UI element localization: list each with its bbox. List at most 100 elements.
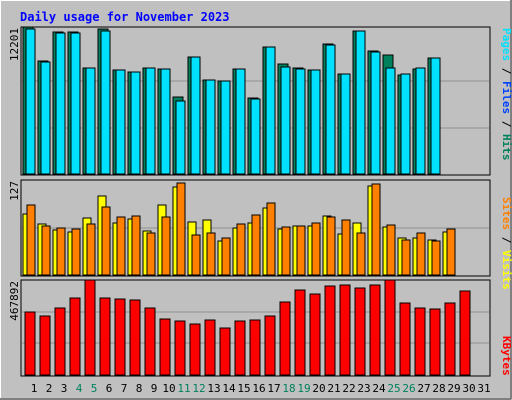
day-label-14: 14 — [222, 382, 236, 395]
legend-visits: Visits — [500, 250, 512, 290]
bottom-panel-frame — [20, 279, 491, 377]
bar-kbytes-day-11 — [174, 320, 186, 376]
bar-kbytes-day-23 — [354, 287, 366, 376]
day-label-20: 20 — [312, 382, 325, 395]
chart-title: Daily usage for November 2023 — [20, 10, 230, 24]
bar-pages-day-4 — [70, 32, 81, 175]
legend-pages: Pages — [500, 28, 512, 61]
legend-separator: / — [500, 61, 512, 81]
bar-pages-day-13 — [205, 79, 216, 175]
bar-marks — [22, 26, 471, 376]
bar-kbytes-day-21 — [324, 285, 336, 376]
day-label-4: 4 — [76, 382, 83, 395]
bar-kbytes-day-24 — [369, 284, 381, 376]
day-label-21: 21 — [327, 382, 340, 395]
bar-kbytes-day-18 — [279, 301, 291, 376]
day-label-8: 8 — [136, 382, 143, 395]
day-label-26: 26 — [402, 382, 415, 395]
bar-kbytes-day-5 — [84, 279, 96, 376]
bar-sites-day-13 — [206, 232, 216, 276]
bar-sites-day-7 — [116, 216, 126, 276]
day-label-10: 10 — [162, 382, 175, 395]
day-label-19: 19 — [297, 382, 310, 395]
bar-pages-day-24 — [370, 51, 381, 175]
bar-kbytes-day-10 — [159, 318, 171, 376]
bar-sites-day-6 — [101, 206, 111, 276]
middle-y-axis-label: 127 — [8, 181, 21, 201]
day-label-24: 24 — [372, 382, 386, 395]
bar-pages-day-27 — [415, 67, 426, 175]
bar-sites-day-1 — [26, 204, 36, 276]
bar-sites-day-14 — [221, 237, 231, 276]
legend-hits: Hits — [500, 134, 512, 161]
middle-panel-frame — [20, 179, 491, 277]
bar-pages-day-15 — [235, 68, 246, 175]
bar-pages-day-11 — [175, 100, 186, 175]
bar-pages-day-12 — [190, 56, 201, 175]
bar-sites-day-16 — [251, 214, 261, 276]
bar-sites-day-19 — [296, 225, 306, 276]
day-label-12: 12 — [192, 382, 205, 395]
bar-sites-day-5 — [86, 223, 96, 276]
bar-sites-day-28 — [431, 240, 441, 276]
day-label-18: 18 — [282, 382, 295, 395]
bar-sites-day-9 — [146, 232, 156, 276]
day-label-11: 11 — [177, 382, 190, 395]
day-label-27: 27 — [417, 382, 430, 395]
day-label-30: 30 — [462, 382, 475, 395]
bottom-y-axis-label: 467892 — [8, 281, 21, 321]
bar-sites-day-18 — [281, 226, 291, 276]
bar-pages-day-14 — [220, 80, 231, 175]
bar-kbytes-day-29 — [444, 302, 456, 376]
legend-separator: / — [500, 114, 512, 134]
day-label-29: 29 — [447, 382, 460, 395]
bar-kbytes-day-8 — [129, 299, 141, 376]
bar-kbytes-day-14 — [219, 327, 231, 376]
bar-sites-day-2 — [41, 225, 51, 276]
bar-sites-day-21 — [326, 216, 336, 276]
bar-pages-day-28 — [430, 57, 441, 175]
day-label-28: 28 — [432, 382, 445, 395]
bar-kbytes-day-3 — [54, 307, 66, 376]
bar-kbytes-day-2 — [39, 315, 51, 376]
bar-sites-day-15 — [236, 223, 246, 276]
bar-pages-day-23 — [355, 30, 366, 175]
bar-kbytes-day-13 — [204, 319, 216, 376]
bar-kbytes-day-15 — [234, 320, 246, 376]
bar-pages-day-16 — [250, 98, 261, 175]
bar-sites-day-25 — [386, 224, 396, 276]
bar-kbytes-day-20 — [309, 293, 321, 376]
day-label-22: 22 — [342, 382, 355, 395]
bar-kbytes-day-27 — [414, 307, 426, 376]
bar-sites-day-29 — [446, 228, 456, 276]
bar-kbytes-day-25 — [384, 279, 396, 376]
bar-kbytes-day-9 — [144, 307, 156, 376]
bar-sites-day-8 — [131, 215, 141, 276]
bar-sites-day-26 — [401, 239, 411, 276]
bar-pages-day-22 — [340, 73, 351, 175]
bar-kbytes-day-4 — [69, 297, 81, 376]
day-label-25: 25 — [387, 382, 400, 395]
bar-sites-day-12 — [191, 234, 201, 276]
x-axis-day-labels: 1 2 3 4 5 6 7 8 9 10 11 12 13 14 15 16 17 18 19 20 21 22 23 24 2… — [31, 382, 491, 395]
day-label-1: 1 — [31, 382, 38, 395]
day-label-15: 15 — [237, 382, 250, 395]
day-label-3: 3 — [61, 382, 68, 395]
day-label-17: 17 — [267, 382, 280, 395]
bar-pages-day-20 — [310, 69, 321, 175]
bar-sites-day-11 — [176, 182, 186, 276]
legend-sites: Sites — [500, 197, 512, 230]
bar-sites-day-24 — [371, 183, 381, 276]
bar-pages-day-7 — [115, 69, 126, 175]
legend-kbytes: KBytes — [500, 336, 512, 376]
middle-legend: Sites / Visits — [500, 197, 512, 290]
bar-pages-day-5 — [85, 67, 96, 175]
bar-kbytes-day-17 — [264, 315, 276, 376]
day-label-2: 2 — [46, 382, 53, 395]
bar-kbytes-day-30 — [459, 290, 471, 376]
legend-files: Files — [500, 81, 512, 114]
bar-kbytes-day-28 — [429, 308, 441, 376]
bar-pages-day-3 — [55, 32, 66, 175]
bar-sites-day-4 — [71, 228, 81, 276]
